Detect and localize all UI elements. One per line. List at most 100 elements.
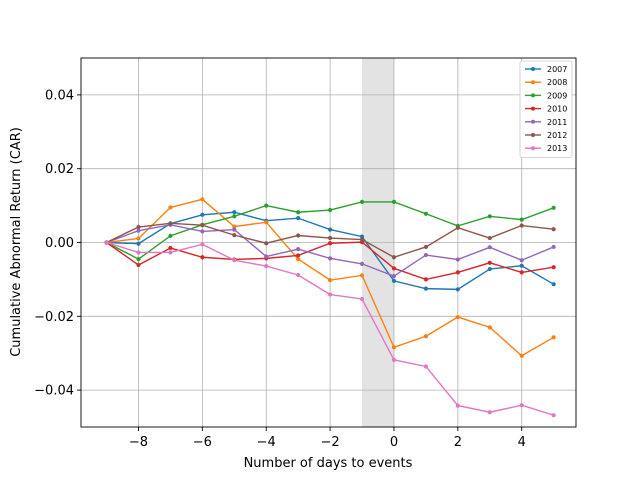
data-point-2007 xyxy=(359,234,365,239)
data-point-2008 xyxy=(327,278,333,283)
data-point-2013 xyxy=(232,258,237,263)
data-point-2012 xyxy=(455,225,460,230)
data-point-2008 xyxy=(264,220,269,225)
data-point-2008 xyxy=(519,353,524,358)
data-point-2008 xyxy=(455,314,460,320)
legend-marker xyxy=(531,133,535,137)
legend-item-2008: 2008 xyxy=(525,78,567,87)
data-point-2008 xyxy=(391,345,397,350)
data-point-2008 xyxy=(423,334,429,339)
data-point-2007 xyxy=(487,266,492,272)
data-point-2013 xyxy=(391,357,397,362)
data-point-2011 xyxy=(359,261,365,267)
y-tick-label: 0.00 xyxy=(45,236,74,251)
x-tick-label: 0 xyxy=(390,435,398,450)
data-point-2013 xyxy=(551,413,556,418)
data-point-2013 xyxy=(327,292,333,297)
data-point-2012 xyxy=(296,233,301,238)
y-tick-label: 0.02 xyxy=(45,162,74,177)
legend-marker xyxy=(531,67,535,71)
data-point-2007 xyxy=(200,212,205,217)
series-2013 xyxy=(104,240,556,418)
data-point-2009 xyxy=(264,203,269,208)
data-point-2012 xyxy=(327,235,333,241)
data-point-2010 xyxy=(519,270,524,275)
data-point-2011 xyxy=(423,252,429,258)
data-point-2010 xyxy=(391,266,397,271)
data-point-2007 xyxy=(551,282,556,287)
data-point-2013 xyxy=(423,364,429,369)
data-point-2009 xyxy=(551,205,556,210)
x-axis-label: Number of days to events xyxy=(244,456,413,471)
legend-label: 2007 xyxy=(547,65,567,74)
data-point-2012 xyxy=(232,233,237,238)
data-point-2009 xyxy=(296,210,301,215)
data-point-2010 xyxy=(551,265,556,270)
data-point-2009 xyxy=(487,214,492,219)
data-point-2011 xyxy=(200,229,205,234)
x-tick-label: −2 xyxy=(321,435,340,450)
data-point-2007 xyxy=(327,227,333,232)
data-point-2008 xyxy=(136,236,141,241)
legend-label: 2013 xyxy=(547,144,567,153)
data-point-2012 xyxy=(359,237,365,242)
data-point-2011 xyxy=(327,256,333,261)
data-point-2010 xyxy=(487,260,492,265)
data-point-2011 xyxy=(487,245,492,250)
data-point-2013 xyxy=(359,296,365,302)
data-point-2011 xyxy=(391,273,397,279)
data-point-2013 xyxy=(200,242,205,247)
x-tick-label: 4 xyxy=(518,435,526,450)
data-point-2008 xyxy=(487,325,492,330)
data-point-2012 xyxy=(264,241,269,246)
data-point-2010 xyxy=(423,277,429,282)
x-tick-label: −4 xyxy=(257,435,276,450)
legend-label: 2012 xyxy=(547,131,567,140)
data-point-2010 xyxy=(296,253,301,258)
legend-item-2011: 2011 xyxy=(525,118,567,127)
data-point-2013 xyxy=(136,250,141,255)
data-point-2009 xyxy=(136,257,141,262)
data-point-2009 xyxy=(168,233,173,238)
data-point-2010 xyxy=(136,262,141,268)
data-point-2011 xyxy=(264,254,269,259)
legend-marker xyxy=(531,106,535,111)
data-point-2012 xyxy=(487,235,492,241)
data-point-2012 xyxy=(168,221,173,226)
data-point-2008 xyxy=(551,335,556,340)
data-point-2008 xyxy=(359,273,365,278)
data-point-2013 xyxy=(519,403,524,408)
data-point-2013 xyxy=(296,272,301,278)
legend-label: 2008 xyxy=(547,78,567,87)
data-point-2007 xyxy=(136,241,141,246)
data-point-2012 xyxy=(519,223,524,228)
legend-item-2012: 2012 xyxy=(525,131,567,140)
legend: 2007 2008 2009 2010 2011 2012 2013 xyxy=(519,60,573,158)
data-point-2007 xyxy=(519,263,524,268)
legend-marker xyxy=(531,119,535,124)
data-point-2012 xyxy=(200,223,205,228)
series-2008 xyxy=(104,197,556,358)
data-point-2009 xyxy=(423,211,429,216)
data-point-2013 xyxy=(455,403,460,408)
legend-item-2013: 2013 xyxy=(525,144,567,153)
legend-label: 2009 xyxy=(547,91,567,100)
data-point-2010 xyxy=(455,270,460,275)
data-point-2011 xyxy=(551,244,556,250)
data-point-2011 xyxy=(455,257,460,262)
ticks: −8 −6 −4 −2 0 2 4 −0.04 −0.02 0.00 0.02 0.04 xyxy=(34,88,526,450)
legend-item-2009: 2009 xyxy=(525,91,567,100)
data-point-2012 xyxy=(136,224,141,230)
y-axis-label: Cumulative Abnormal Return (CAR) xyxy=(9,127,24,357)
data-point-2011 xyxy=(136,228,141,233)
data-point-2008 xyxy=(296,257,301,262)
data-point-2012 xyxy=(423,244,429,250)
data-point-2013 xyxy=(264,264,269,269)
data-point-2013 xyxy=(104,240,109,245)
data-point-2007 xyxy=(232,210,237,215)
legend-marker xyxy=(531,80,535,85)
x-tick-label: −6 xyxy=(193,435,212,450)
data-point-2007 xyxy=(423,286,429,291)
data-point-2007 xyxy=(455,287,460,292)
